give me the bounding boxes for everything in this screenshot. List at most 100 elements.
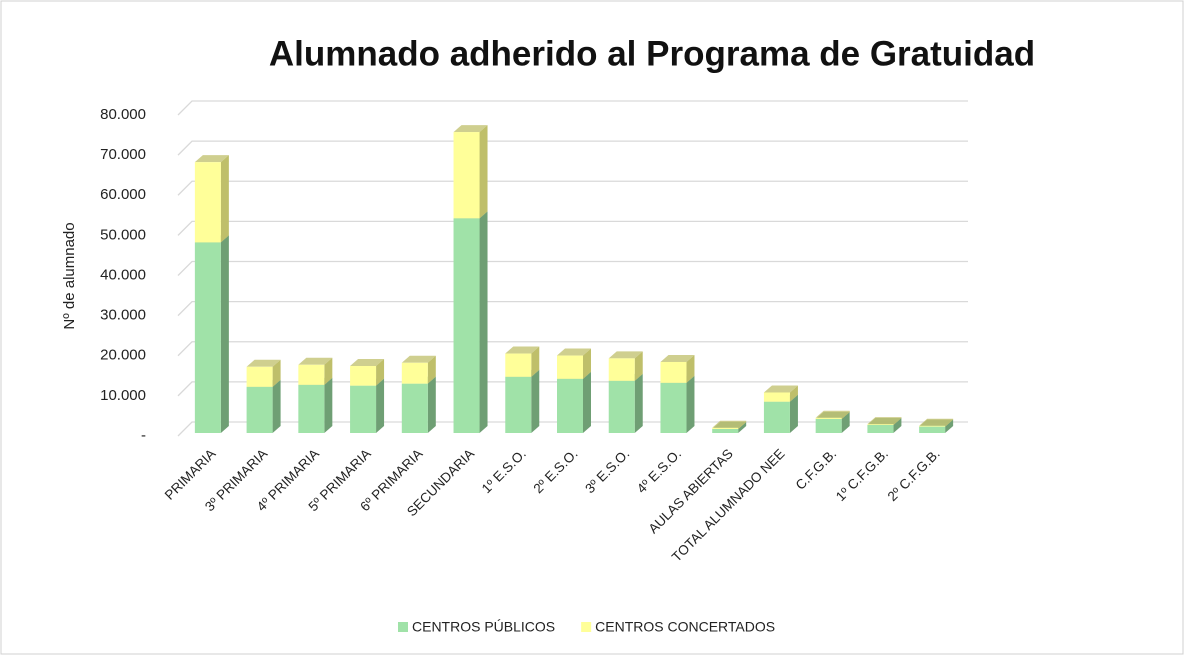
bar <box>246 386 273 433</box>
bar-side <box>634 373 643 433</box>
bar-top <box>246 359 281 367</box>
bar <box>350 365 377 386</box>
bar <box>246 366 273 387</box>
bar-side <box>738 421 747 433</box>
grid-line <box>177 341 968 357</box>
bar <box>712 428 739 433</box>
bar-side <box>272 359 281 387</box>
bar-side <box>479 211 488 433</box>
bar-side <box>479 125 488 219</box>
bar-top <box>608 351 643 359</box>
bar <box>763 401 790 433</box>
bar-side <box>324 377 333 433</box>
bar <box>505 376 532 433</box>
bar-side <box>220 235 229 433</box>
bar <box>298 384 325 433</box>
bar-top <box>557 348 591 356</box>
bar <box>763 392 790 402</box>
bar-side <box>220 155 229 243</box>
y-tick-label: 80.000 <box>100 106 146 123</box>
bar-side <box>272 379 281 433</box>
bar-side <box>945 418 954 427</box>
bar <box>608 358 635 381</box>
y-axis-label: Nº de alumnado <box>61 222 78 329</box>
bar <box>660 361 687 383</box>
bar-side <box>634 351 643 381</box>
grid-line <box>177 421 968 437</box>
bar-side <box>376 378 385 433</box>
bar <box>401 362 428 384</box>
bar-side <box>789 394 798 433</box>
bar-side <box>686 354 695 383</box>
bar <box>712 427 739 429</box>
bar-side <box>841 411 850 433</box>
bar-top <box>919 418 954 426</box>
bar-side <box>893 417 902 425</box>
bar-top <box>298 357 333 365</box>
bar-side <box>738 420 747 429</box>
y-tick-label: 10.000 <box>100 387 146 404</box>
bar <box>194 242 221 433</box>
grid-line <box>177 180 968 196</box>
legend-swatch <box>398 622 408 632</box>
bar <box>815 418 842 433</box>
bar-top <box>350 358 385 366</box>
bar-side <box>893 417 902 433</box>
legend-label: CENTROS PÚBLICOS <box>412 619 555 635</box>
y-tick-label: 60.000 <box>100 186 146 203</box>
bar-side <box>945 419 954 433</box>
chart-title: Alumnado adherido al Programa de Gratuid… <box>269 34 1035 73</box>
bar-side <box>531 369 540 433</box>
bar-top <box>867 417 902 425</box>
bar-top <box>194 155 229 163</box>
bar <box>919 425 946 427</box>
y-tick-label: - <box>141 427 146 444</box>
bar-top <box>660 354 695 362</box>
grid-line <box>177 220 968 236</box>
bar-top <box>815 410 850 418</box>
grid-line <box>177 100 968 116</box>
y-tick-label: 50.000 <box>100 226 146 243</box>
bar-side <box>583 348 591 379</box>
bar-top <box>453 125 488 133</box>
bar <box>557 378 583 433</box>
bar-top <box>505 346 540 354</box>
bar <box>608 380 635 433</box>
bar-side <box>376 358 385 386</box>
bar <box>298 364 325 385</box>
y-tick-label: 70.000 <box>100 146 146 163</box>
bar-side <box>324 357 333 385</box>
y-tick-label: 20.000 <box>100 347 146 364</box>
bar <box>867 424 894 425</box>
bar <box>401 383 428 433</box>
grid-line <box>177 140 968 156</box>
bar <box>815 417 842 419</box>
bar <box>453 218 480 433</box>
bar <box>867 424 894 433</box>
y-tick-label: 30.000 <box>100 307 146 324</box>
bar-top <box>763 385 798 393</box>
bar-side <box>789 385 798 402</box>
bar-side <box>583 371 591 433</box>
legend-label: CENTROS CONCERTADOS <box>595 619 775 635</box>
bar <box>350 385 377 433</box>
bar-side <box>427 355 436 384</box>
grid-line <box>177 300 968 317</box>
bar-top <box>712 420 747 428</box>
bar-side <box>427 376 436 433</box>
bar-top <box>401 355 436 363</box>
bar <box>505 353 532 377</box>
bar-side <box>531 346 540 377</box>
bar <box>194 162 221 243</box>
bar <box>919 426 946 433</box>
grid-line <box>177 381 968 397</box>
grid-line <box>177 260 968 276</box>
bar <box>557 355 583 379</box>
bar <box>453 132 480 219</box>
bar <box>660 382 687 433</box>
y-tick-label: 40.000 <box>100 266 146 283</box>
legend-swatch <box>581 622 592 632</box>
bar-side <box>841 410 850 419</box>
